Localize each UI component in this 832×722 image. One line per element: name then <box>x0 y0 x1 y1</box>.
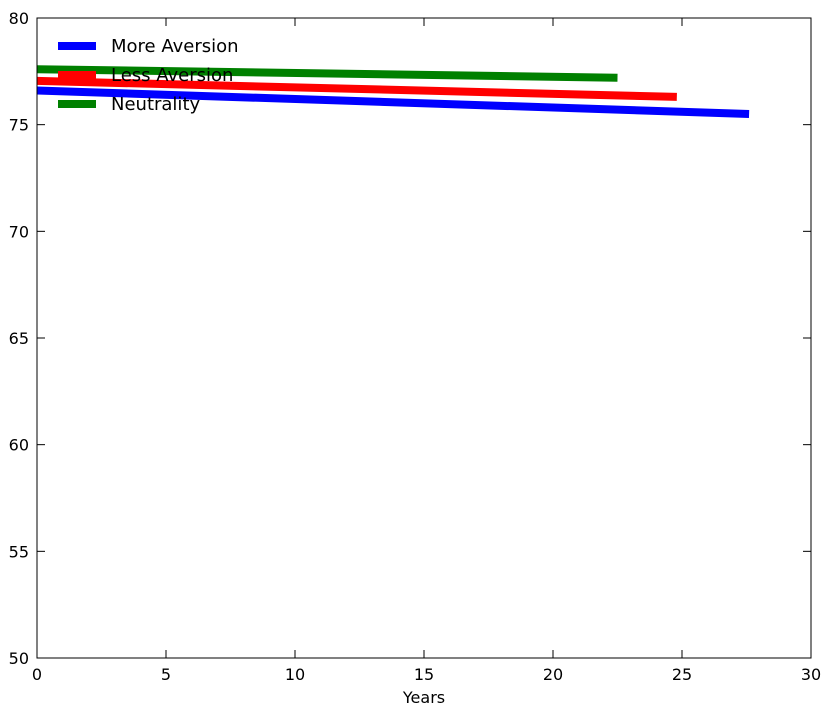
y-tick-label: 70 <box>9 222 29 241</box>
x-tick-label: 25 <box>672 665 692 684</box>
x-tick-label: 15 <box>414 665 434 684</box>
x-tick-label: 20 <box>543 665 563 684</box>
series-line-2 <box>36 76 677 101</box>
ticks-layer: 0 5 10 15 20 25 30 50 55 60 65 70 75 80 <box>9 9 822 684</box>
x-tick-label: 10 <box>285 665 305 684</box>
y-tick-label: 75 <box>9 116 29 135</box>
y-tick-label: 50 <box>9 649 29 668</box>
y-tick-label: 60 <box>9 436 29 455</box>
y-tick-label: 55 <box>9 542 29 561</box>
y-tick-label: 65 <box>9 329 29 348</box>
series-layer <box>36 65 750 118</box>
x-tick-label: 5 <box>161 665 171 684</box>
x-tick-label: 30 <box>801 665 821 684</box>
legend: More Aversion Less Aversion Neutrality <box>58 36 239 115</box>
y-tick-label: 80 <box>9 9 29 28</box>
legend-label-1: More Aversion <box>111 36 239 57</box>
x-tick-label: 0 <box>32 665 42 684</box>
series-line-3 <box>36 65 618 82</box>
series-line-1 <box>36 86 750 118</box>
legend-label-2: Less Aversion <box>111 65 233 86</box>
x-axis-title: Years <box>402 688 445 707</box>
legend-label-3: Neutrality <box>111 94 200 115</box>
